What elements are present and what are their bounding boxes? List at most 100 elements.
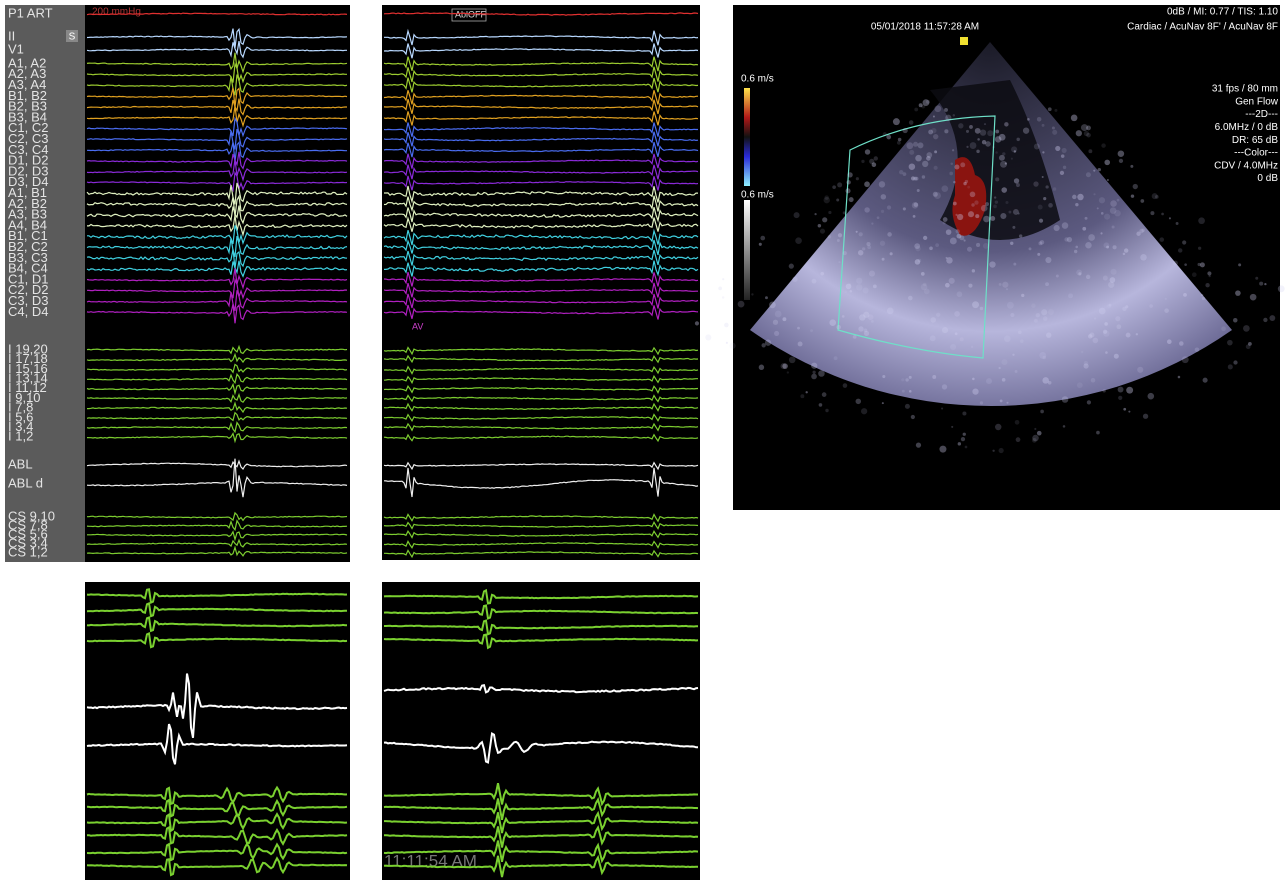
speckle — [818, 370, 825, 377]
speckle — [999, 155, 1005, 161]
ice-timestamp: 05/01/2018 11:57:28 AM — [871, 22, 979, 33]
speckle — [718, 287, 722, 291]
speckle — [1021, 294, 1024, 297]
speckle — [738, 301, 745, 308]
speckle — [972, 269, 975, 272]
speckle — [1002, 282, 1008, 288]
speckle — [944, 129, 948, 133]
speckle — [1086, 172, 1091, 177]
speckle — [850, 290, 853, 293]
speckle — [1140, 199, 1144, 203]
speckle — [1246, 344, 1251, 349]
speckle — [963, 433, 966, 436]
speckle — [1122, 307, 1126, 311]
speckle — [1107, 179, 1109, 181]
speckle — [1221, 326, 1226, 331]
speckle — [1010, 242, 1013, 245]
speckle — [1178, 376, 1181, 379]
speckle — [847, 172, 852, 177]
speckle — [915, 177, 919, 181]
speckle — [945, 283, 950, 288]
speckle — [984, 123, 986, 125]
page: S 200 mmHg AblOFF AV 11:11:54 AM 05/01/2… — [0, 0, 1285, 880]
speckle — [933, 134, 938, 139]
speckle — [921, 104, 925, 108]
speckle — [968, 284, 972, 288]
gray-bar — [744, 200, 750, 300]
speckle — [705, 334, 711, 340]
speckle — [1094, 317, 1096, 319]
speckle — [1002, 152, 1005, 155]
speckle — [906, 142, 913, 149]
speckle — [877, 216, 880, 219]
speckle — [1096, 431, 1100, 435]
speckle — [1004, 336, 1011, 343]
speckle — [1117, 199, 1120, 202]
ice-setting: Gen Flow — [1235, 96, 1279, 107]
speckle — [911, 415, 915, 419]
channel-label: I 1,2 — [8, 429, 33, 444]
speckle — [1228, 364, 1233, 369]
speckle — [960, 337, 964, 341]
speckle — [1103, 276, 1108, 281]
speckle — [955, 214, 957, 216]
speckle — [820, 229, 825, 234]
speckle — [1042, 176, 1044, 178]
speckle — [1039, 219, 1043, 223]
speckle — [1014, 178, 1019, 183]
speckle — [863, 287, 869, 293]
speckle — [999, 283, 1002, 286]
speckle — [838, 233, 842, 237]
speckle — [1045, 257, 1051, 263]
speckle — [1173, 261, 1178, 266]
speckle — [1130, 165, 1133, 168]
speckle — [971, 346, 973, 348]
speckle — [1183, 293, 1187, 297]
speckle — [953, 114, 955, 116]
speckle — [1099, 197, 1105, 203]
speckle — [1006, 288, 1008, 290]
speckle — [722, 296, 724, 298]
speckle — [1012, 226, 1015, 229]
figure: S 200 mmHg AblOFF AV 11:11:54 AM 05/01/2… — [0, 0, 1285, 880]
speckle — [898, 138, 902, 142]
speckle — [882, 258, 885, 261]
speckle — [970, 142, 977, 149]
speckle — [1063, 166, 1066, 169]
speckle — [977, 138, 980, 141]
speckle — [1061, 154, 1065, 158]
speckle — [811, 363, 817, 369]
speckle — [1087, 400, 1091, 404]
speckle — [1198, 217, 1205, 224]
speckle — [914, 108, 918, 112]
speckle — [1148, 393, 1155, 400]
speckle — [995, 200, 998, 203]
speckle — [928, 130, 933, 135]
speckle — [864, 331, 869, 336]
speckle — [995, 130, 999, 134]
speckle — [1128, 411, 1130, 413]
speckle — [858, 250, 863, 255]
speckle — [903, 172, 907, 176]
speckle — [1037, 117, 1042, 122]
speckle — [955, 332, 958, 335]
speckle — [1159, 237, 1164, 242]
speckle — [1104, 322, 1108, 326]
speckle — [846, 284, 852, 290]
speckle — [934, 150, 937, 153]
speckle — [822, 392, 827, 397]
speckle — [1043, 197, 1046, 200]
speckle — [794, 212, 800, 218]
speckle — [1040, 410, 1044, 414]
speckle — [1075, 203, 1078, 206]
speckle — [1000, 399, 1003, 402]
speckle — [1111, 269, 1117, 275]
speckle — [1201, 294, 1203, 296]
speckle — [886, 135, 891, 140]
speckle — [1104, 214, 1110, 220]
speckle — [837, 239, 840, 242]
speckle — [971, 203, 974, 206]
speckle — [1086, 133, 1091, 138]
speckle — [834, 356, 838, 360]
speckle — [1062, 222, 1069, 229]
